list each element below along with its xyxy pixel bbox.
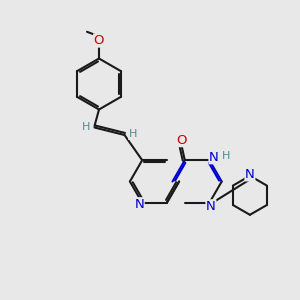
Text: N: N [206,200,216,213]
Text: O: O [177,134,187,147]
Text: N: N [134,198,144,211]
Text: N: N [209,151,219,164]
Text: N: N [245,168,255,181]
Text: H: H [129,129,137,140]
Text: H: H [222,151,230,161]
Text: H: H [82,122,90,132]
Text: O: O [94,34,104,47]
